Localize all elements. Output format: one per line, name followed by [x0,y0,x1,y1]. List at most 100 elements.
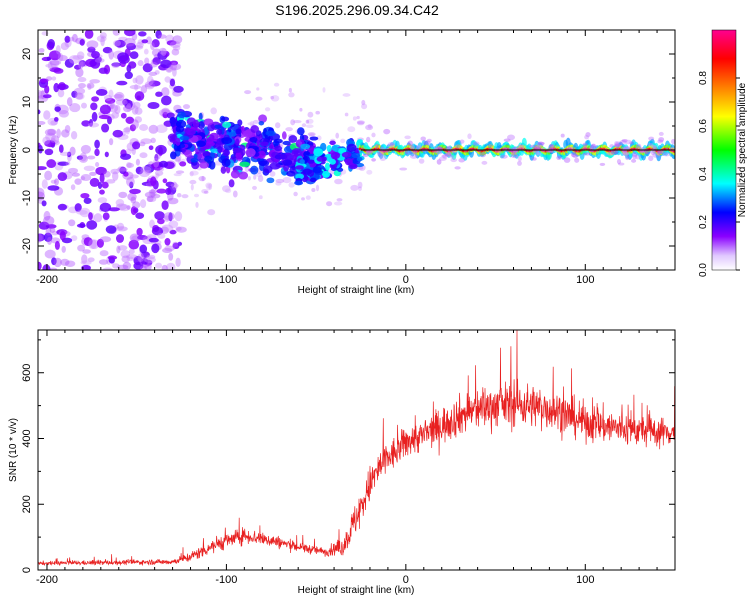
spectrogram-cell [282,140,291,146]
spectrogram-cell [88,119,94,127]
spectrogram-cell [60,258,70,266]
spectrogram-cell [127,192,137,201]
spectrogram-cell [366,149,372,156]
spectrogram-cell [356,115,360,120]
spectrogram-cell [356,120,365,125]
spectrogram-cell [173,85,184,93]
spectrogram-cell [77,77,87,83]
spectrogram-cell [172,45,181,51]
spectrogram-cell [38,187,45,198]
spectrogram-cell [129,124,136,132]
spectrogram-cell [488,143,493,148]
spectrogram-cell [139,170,150,178]
spectrogram-cell [582,145,587,151]
spectrogram-cell [202,145,212,150]
spectrogram-cell [68,219,76,227]
spectrogram-cell [122,266,129,270]
spectrogram-cell [135,212,145,219]
spectrogram-cell [129,181,134,189]
spectrogram-cell [170,151,177,160]
spectrogram-cell [146,196,157,203]
spectrogram-cell [150,137,156,144]
spectrogram-cell [134,107,143,115]
spectrogram-cell [622,152,630,156]
spectrogram-cell [57,88,65,98]
spectrogram-cell [235,138,240,146]
y-tick-label: 200 [21,495,33,513]
x-tick-label: -200 [36,574,58,586]
spectrogram-cell [450,158,457,163]
spectrogram-cell [168,252,174,261]
spectrogram-cell [80,144,91,154]
spectrogram-cell [438,156,447,161]
spectrogram-cell [158,34,167,39]
spectrogram-cell [113,39,121,47]
spectrogram-cell [120,250,131,259]
spectrogram-cell [290,119,296,126]
spectrogram-cell [49,267,58,270]
spectrogram-cell [86,40,99,49]
spectrogram-cell [57,172,68,182]
spectrogram-cell [72,55,85,60]
spectrogram-cell [38,89,43,99]
spectrogram-cell [80,176,86,181]
spectrogram-cell [222,149,231,156]
spectrogram-cell [148,80,161,87]
spectrogram-cell [175,226,182,231]
spectrogram-cell [316,156,325,162]
spectrogram-cell [614,141,623,147]
spectrogram-cell [49,227,56,233]
spectrogram-cell [104,151,109,158]
spectrogram-cell [610,149,619,155]
spectrogram-cell [116,222,125,231]
spectrogram-cell [293,120,302,124]
spectrogram-cell [44,249,56,259]
spectrogram-cell [247,176,251,181]
spectrogram-cell [481,160,488,165]
spectrogram-cell [367,124,372,129]
spectrogram-cell [148,189,157,194]
spectrogram-cell [222,185,231,193]
spectrogram-cell [136,227,143,236]
spectrogram-cell [103,94,113,101]
spectrogram-cell [288,87,292,93]
spectrogram-cell [129,174,139,179]
spectrogram-cell [38,221,50,230]
spectrogram-cell [124,71,133,80]
spectrogram-cell [96,35,107,42]
spectrogram-cell [141,181,153,187]
spectrogram-cell [189,170,199,176]
spectrogram-cell [101,181,109,189]
spectrogram-cell [108,207,120,212]
spectrogram-cell [164,237,171,246]
spectrogram-cell [625,155,630,161]
spectrogram-xlabel: Height of straight line (km) [298,285,415,296]
spectrogram-cell [621,138,628,143]
spectrogram-cell [652,144,657,149]
spectrogram-cell [264,107,271,112]
spectrogram-cell [379,155,387,162]
spectrogram-cell [631,158,637,163]
spectrogram-cell [111,62,121,67]
spectrogram-cell [160,95,172,106]
spectrogram-cell [80,173,92,182]
spectrogram-cell [560,133,565,138]
spectrogram-cell [38,120,46,126]
x-tick-label: -200 [36,274,58,286]
spectrogram-cell [268,144,273,150]
spectrogram-cell [423,140,431,146]
spectrogram-cell [42,136,51,145]
spectrogram-cell [282,159,293,166]
spectrogram-cell [107,255,118,260]
spectrogram-cell [94,148,100,157]
spectrogram-cell [139,244,148,254]
spectrogram-cell [129,51,139,59]
spectrogram-cell [93,213,103,223]
spectrogram-cell [38,261,42,270]
spectrogram-cell [155,30,162,39]
spectrogram-cell [449,154,455,159]
spectrogram-cell [139,152,148,159]
spectrogram-cell [648,155,654,162]
spectrogram-cell [313,148,324,157]
spectrogram-cell [134,116,143,123]
